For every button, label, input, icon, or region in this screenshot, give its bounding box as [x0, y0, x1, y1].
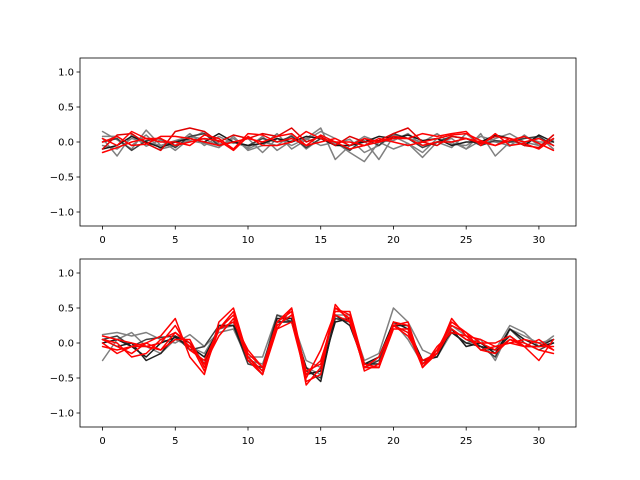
series-line-7	[101, 310, 555, 379]
series-group	[101, 127, 555, 163]
subplot-top: 0 5 10 15 20 25 30 −1.0 −0.5 0.0 0.5 1.0	[50, 57, 577, 246]
x-tick-label: 5	[172, 436, 178, 447]
x-tick-label: 30	[533, 436, 546, 447]
x-tick-label: 0	[99, 235, 105, 246]
series-group	[101, 303, 555, 386]
y-tick-label: −0.5	[50, 374, 74, 385]
y-tick-label: 0.5	[58, 304, 74, 315]
x-tick-label: 30	[533, 235, 546, 246]
x-tick-label: 10	[242, 436, 255, 447]
y-tick-label: 1.0	[58, 269, 74, 280]
y-tick-label: 0.0	[58, 339, 74, 350]
series-line-9	[101, 132, 555, 147]
x-tick-label: 25	[460, 235, 473, 246]
x-tick-label: 20	[387, 235, 400, 246]
y-tick-label: −0.5	[50, 173, 74, 184]
x-tick-label: 15	[314, 235, 327, 246]
y-tick-label: −1.0	[50, 208, 74, 219]
y-tick-label: 1.0	[58, 68, 74, 79]
x-tick-label: 5	[172, 235, 178, 246]
y-tick-label: 0.0	[58, 138, 74, 149]
x-tick-label: 25	[460, 436, 473, 447]
x-tick-label: 20	[387, 436, 400, 447]
series-line-9	[101, 307, 555, 376]
y-tick-label: 0.5	[58, 103, 74, 114]
subplot-bottom: 0 5 10 15 20 25 30 −1.0 −0.5 0.0 0.5 1.0	[50, 258, 577, 447]
y-tick-label: −1.0	[50, 409, 74, 420]
x-tick-label: 10	[242, 235, 255, 246]
x-tick-label: 0	[99, 436, 105, 447]
series-line-7	[101, 130, 555, 152]
x-tick-label: 15	[314, 436, 327, 447]
